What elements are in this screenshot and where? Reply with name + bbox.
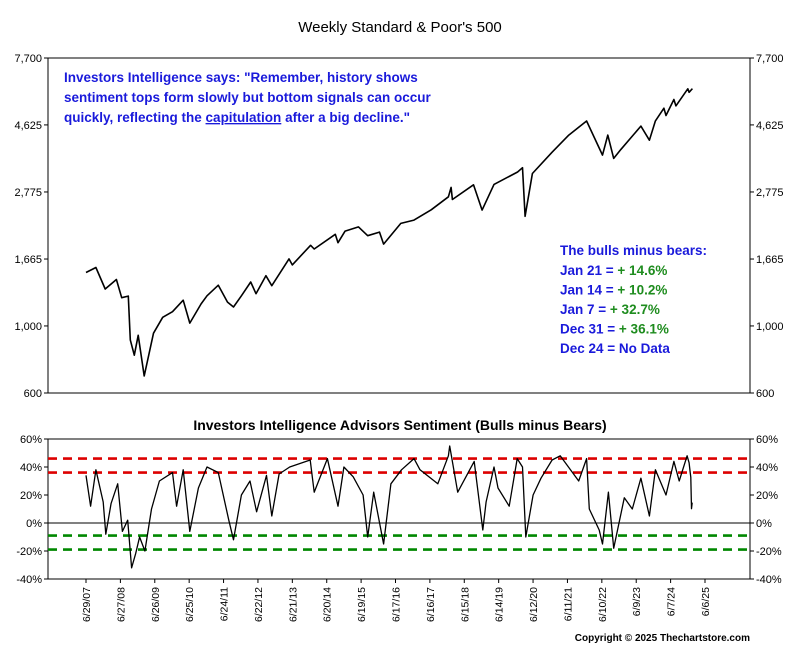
sentiment-ytick-label-left: 20%	[20, 490, 42, 502]
xtick-label: 6/29/07	[81, 587, 93, 622]
sentiment-ytick-label-right: 40%	[756, 462, 778, 474]
price-ytick-label-left: 600	[24, 388, 42, 400]
bulls-minus-bears-box: The bulls minus bears: Jan 21 = + 14.6%J…	[560, 243, 707, 356]
price-panel-frame	[47, 57, 751, 394]
sentiment-ytick-label-left: -20%	[16, 546, 42, 558]
sentiment-ytick-label-left: 60%	[20, 434, 42, 446]
price-ytick-label-right: 4,625	[756, 120, 784, 132]
box-row-label: Jan 14 =	[560, 283, 617, 298]
box-row-label: Jan 21 =	[560, 263, 617, 278]
sentiment-ytick-label-right: 60%	[756, 434, 778, 446]
xtick-label: 6/26/09	[150, 587, 162, 622]
xtick-label: 6/17/16	[391, 587, 403, 622]
price-ytick-label-right: 2,775	[756, 187, 784, 199]
box-row-label: Jan 7 =	[560, 302, 610, 317]
price-ytick-label-right: 1,665	[756, 254, 784, 266]
box-row-label: Dec 24 =	[560, 341, 619, 356]
sentiment-ytick-label-left: -40%	[16, 574, 42, 586]
box-row: Jan 7 = + 32.7%	[560, 302, 660, 317]
sentiment-ytick-label-left: 0%	[26, 518, 42, 530]
price-ytick-label-left: 1,665	[14, 254, 42, 266]
sentiment-ytick-label-right: -20%	[756, 546, 782, 558]
box-row-value: + 10.2%	[617, 283, 667, 298]
xtick-label: 6/14/19	[494, 587, 506, 622]
price-ytick-label-right: 7,700	[756, 53, 784, 65]
xtick-label: 6/11/21	[562, 587, 574, 621]
xtick-label: 6/22/12	[253, 587, 265, 622]
box-row-label: Dec 31 =	[560, 322, 619, 337]
sentiment-chart-title: Investors Intelligence Advisors Sentimen…	[193, 417, 606, 433]
price-ytick-label-right: 1,000	[756, 321, 784, 333]
xtick-label: 6/16/17	[425, 587, 437, 622]
date-axis: 6/29/07 6/27/08 6/26/09 6/25/10 6/24/11 6/22/…	[81, 579, 712, 622]
capitulation-underlined: capitulation	[206, 110, 282, 125]
sentiment-panel-frame	[47, 438, 751, 580]
copyright-text: Copyright © 2025 Thechartstore.com	[575, 633, 750, 644]
xtick-label: 6/9/23	[631, 587, 643, 616]
annotation-text: Investors Intelligence says: "Remember, …	[64, 70, 435, 125]
price-axis-ticks: 600 600 1,000 1,000 1,665 1,665 2,775 2,775 4,62…	[14, 53, 783, 400]
annotation-line-3: quickly, reflecting the capitulation aft…	[64, 110, 410, 125]
sentiment-ytick-label-left: 40%	[20, 462, 42, 474]
xtick-label: 6/27/08	[115, 587, 127, 622]
xtick-label: 6/24/11	[219, 587, 231, 621]
price-ytick-label-left: 4,625	[14, 120, 42, 132]
sentiment-axis-ticks: -40% -40% -20% -20% 0% 0% 20% 20% 40% 40% 60% 60%	[16, 434, 782, 586]
sentiment-ytick-label-right: 20%	[756, 490, 778, 502]
box-row-value: + 36.1%	[619, 322, 669, 337]
bulls-minus-bears-line	[85, 445, 693, 569]
price-ytick-label-right: 600	[756, 388, 774, 400]
box-row: Dec 31 = + 36.1%	[560, 322, 669, 337]
sp500-price-line	[85, 88, 693, 377]
box-row: Jan 21 = + 14.6%	[560, 263, 667, 278]
box-row-value: + 32.7%	[610, 302, 660, 317]
box-row-value: No Data	[619, 341, 670, 356]
sentiment-ytick-label-right: -40%	[756, 574, 782, 586]
xtick-label: 6/12/20	[528, 587, 540, 622]
price-ytick-label-left: 2,775	[14, 187, 42, 199]
price-ytick-label-left: 1,000	[14, 321, 42, 333]
xtick-label: 6/21/13	[287, 587, 299, 622]
box-row-value: + 14.6%	[617, 263, 667, 278]
box-row: Jan 14 = + 10.2%	[560, 283, 667, 298]
price-ytick-label-left: 7,700	[14, 53, 42, 65]
sentiment-ytick-label-right: 0%	[756, 518, 772, 530]
box-row: Dec 24 = No Data	[560, 341, 670, 356]
xtick-label: 6/19/15	[356, 587, 368, 622]
xtick-label: 6/6/25	[700, 587, 712, 616]
xtick-label: 6/10/22	[597, 587, 609, 622]
annotation-line-1: Investors Intelligence says: "Remember, …	[64, 70, 418, 85]
xtick-label: 6/7/24	[666, 587, 678, 616]
price-chart-title: Weekly Standard & Poor's 500	[298, 19, 502, 36]
box-heading: The bulls minus bears:	[560, 243, 707, 258]
xtick-label: 6/15/18	[459, 587, 471, 622]
annotation-line-2: sentiment tops form slowly but bottom si…	[64, 90, 432, 105]
xtick-label: 6/25/10	[184, 587, 196, 622]
xtick-label: 6/20/14	[322, 587, 334, 622]
